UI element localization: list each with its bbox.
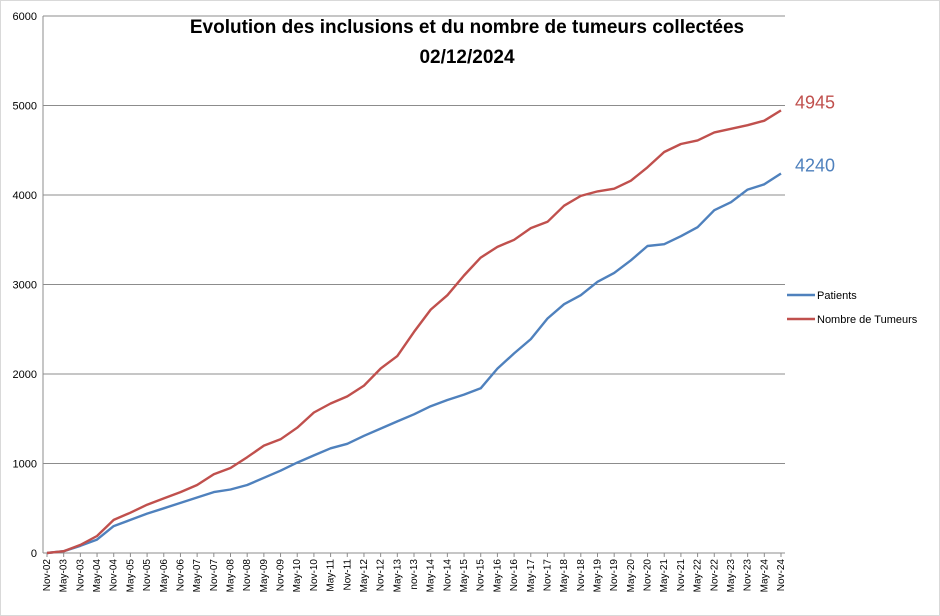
x-tick-label: May-10 — [292, 559, 303, 593]
x-tick-label: Nov-09 — [276, 559, 287, 592]
x-tick-label: May-14 — [426, 559, 437, 593]
series-end-labels: 4240 4945 — [795, 92, 835, 175]
y-tick-label: 6000 — [13, 11, 37, 23]
x-tick-label: Nov-17 — [542, 559, 553, 592]
x-tick-label: Nov-22 — [709, 559, 720, 592]
x-tick-label: May-19 — [593, 559, 604, 593]
x-tick-label: May-13 — [392, 559, 403, 593]
x-tick-label: Nov-11 — [342, 559, 353, 591]
x-tick-label: May-20 — [626, 559, 637, 593]
series-line-nombre-de-tumeurs — [46, 109, 782, 555]
gridlines — [43, 15, 785, 464]
x-tick-label: Nov-16 — [509, 559, 520, 592]
x-tick-label: Nov-20 — [643, 559, 654, 592]
x-tick-label: May-03 — [59, 559, 70, 593]
y-tick-label: 2000 — [13, 369, 37, 381]
x-tick-label: Nov-08 — [242, 559, 253, 592]
x-tick-label: May-04 — [92, 559, 103, 593]
x-tick-label: May-06 — [159, 559, 170, 593]
x-tick-label: May-21 — [659, 559, 670, 593]
x-tick-label: Nov-12 — [376, 559, 387, 592]
series-end-label: 4945 — [795, 92, 835, 112]
x-tick-label: May-18 — [559, 559, 570, 593]
legend-label: Nombre de Tumeurs — [817, 314, 918, 326]
x-tick-label: Nov-24 — [776, 559, 787, 592]
x-tick-label: May-16 — [492, 559, 503, 593]
x-tick-label: Nov-14 — [442, 559, 453, 592]
x-tick-label: May-24 — [759, 559, 770, 593]
x-axis-tick-labels: Nov-02 May-03 Nov-03 May-04 Nov-04 May-05 Nov-… — [42, 559, 787, 593]
x-tick-label: Nov-21 — [676, 559, 687, 592]
x-tick-label: Nov-10 — [309, 559, 320, 592]
x-tick-label: May-17 — [526, 559, 537, 593]
x-tick-label: Nov-05 — [142, 559, 153, 592]
x-tick-label: Nov-07 — [209, 559, 220, 592]
series-lines — [46, 109, 782, 555]
x-tick-label: nov-13 — [409, 559, 420, 590]
y-tick-label: 1000 — [13, 459, 37, 471]
x-tick-label: Nov-23 — [743, 559, 754, 592]
x-tick-label: May-12 — [359, 559, 370, 593]
legend: Patients Nombre de Tumeurs — [787, 290, 918, 326]
y-axis-tick-labels: 0 1000 2000 3000 4000 5000 6000 — [13, 11, 37, 560]
x-tick-label: May-22 — [693, 559, 704, 593]
axes — [42, 16, 785, 557]
series-end-label: 4240 — [795, 156, 835, 176]
x-tick-label: Nov-18 — [576, 559, 587, 592]
x-tick-label: Nov-15 — [476, 559, 487, 592]
y-tick-label: 3000 — [13, 280, 37, 292]
x-tick-label: Nov-04 — [109, 559, 120, 592]
x-tick-label: May-15 — [459, 559, 470, 593]
chart-title: Evolution des inclusions et du nombre de… — [190, 17, 744, 38]
x-tick-label: May-23 — [726, 559, 737, 593]
chart-subtitle: 02/12/2024 — [419, 47, 515, 68]
y-tick-label: 0 — [31, 548, 37, 560]
x-tick-label: May-05 — [125, 559, 136, 593]
y-tick-label: 5000 — [13, 101, 37, 113]
x-tick-label: May-08 — [226, 559, 237, 593]
x-tick-label: Nov-06 — [175, 559, 186, 592]
series-line-patients — [46, 172, 782, 555]
y-tick-label: 4000 — [13, 190, 37, 202]
x-tick-label: May-07 — [192, 559, 203, 593]
x-tick-label: May-11 — [326, 559, 337, 592]
x-tick-label: Nov-03 — [75, 559, 86, 592]
x-tick-label: Nov-02 — [42, 559, 53, 592]
x-tick-label: May-09 — [259, 559, 270, 593]
legend-label: Patients — [817, 290, 857, 302]
x-tick-label: Nov-19 — [609, 559, 620, 592]
